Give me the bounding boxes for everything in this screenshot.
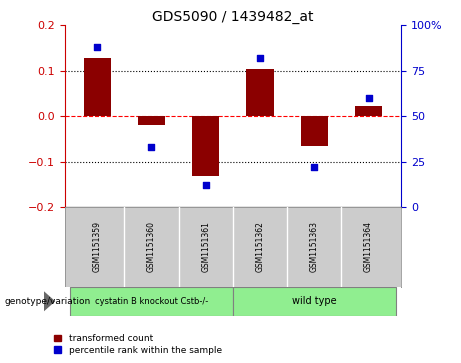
Bar	[192, 116, 219, 176]
Point	[365, 95, 372, 101]
Title: GDS5090 / 1439482_at: GDS5090 / 1439482_at	[152, 11, 313, 24]
Text: GSM1151360: GSM1151360	[147, 221, 156, 272]
Point	[148, 144, 155, 150]
Bar	[246, 69, 273, 116]
Text: GSM1151359: GSM1151359	[93, 221, 101, 272]
Bar	[70, 287, 233, 316]
Text: GSM1151364: GSM1151364	[364, 221, 373, 272]
Polygon shape	[44, 291, 55, 311]
Bar	[233, 287, 396, 316]
Text: cystatin B knockout Cstb-/-: cystatin B knockout Cstb-/-	[95, 297, 208, 306]
Point	[311, 164, 318, 170]
Text: GSM1151361: GSM1151361	[201, 221, 210, 272]
Bar	[355, 106, 382, 116]
Point	[202, 182, 209, 188]
Text: genotype/variation: genotype/variation	[5, 297, 91, 306]
Text: GSM1151363: GSM1151363	[310, 221, 319, 272]
Text: wild type: wild type	[292, 296, 337, 306]
Bar	[138, 116, 165, 125]
Point	[256, 55, 264, 61]
Bar	[83, 58, 111, 116]
Bar	[301, 116, 328, 146]
Legend: transformed count, percentile rank within the sample: transformed count, percentile rank withi…	[51, 331, 225, 359]
Point	[94, 44, 101, 50]
Text: GSM1151362: GSM1151362	[255, 221, 265, 272]
